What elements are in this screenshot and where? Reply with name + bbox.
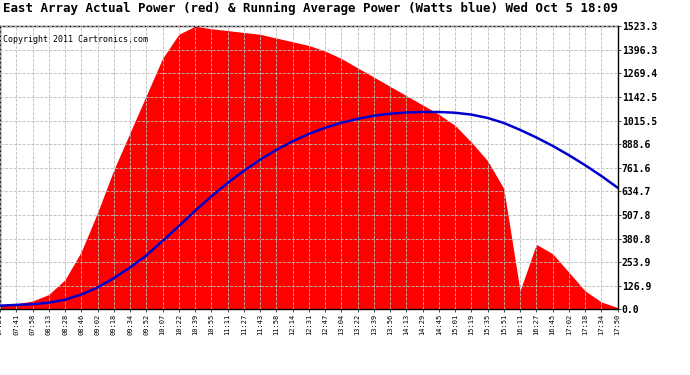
Text: Copyright 2011 Cartronics.com: Copyright 2011 Cartronics.com: [3, 35, 148, 44]
Text: East Array Actual Power (red) & Running Average Power (Watts blue) Wed Oct 5 18:: East Array Actual Power (red) & Running …: [3, 2, 618, 15]
